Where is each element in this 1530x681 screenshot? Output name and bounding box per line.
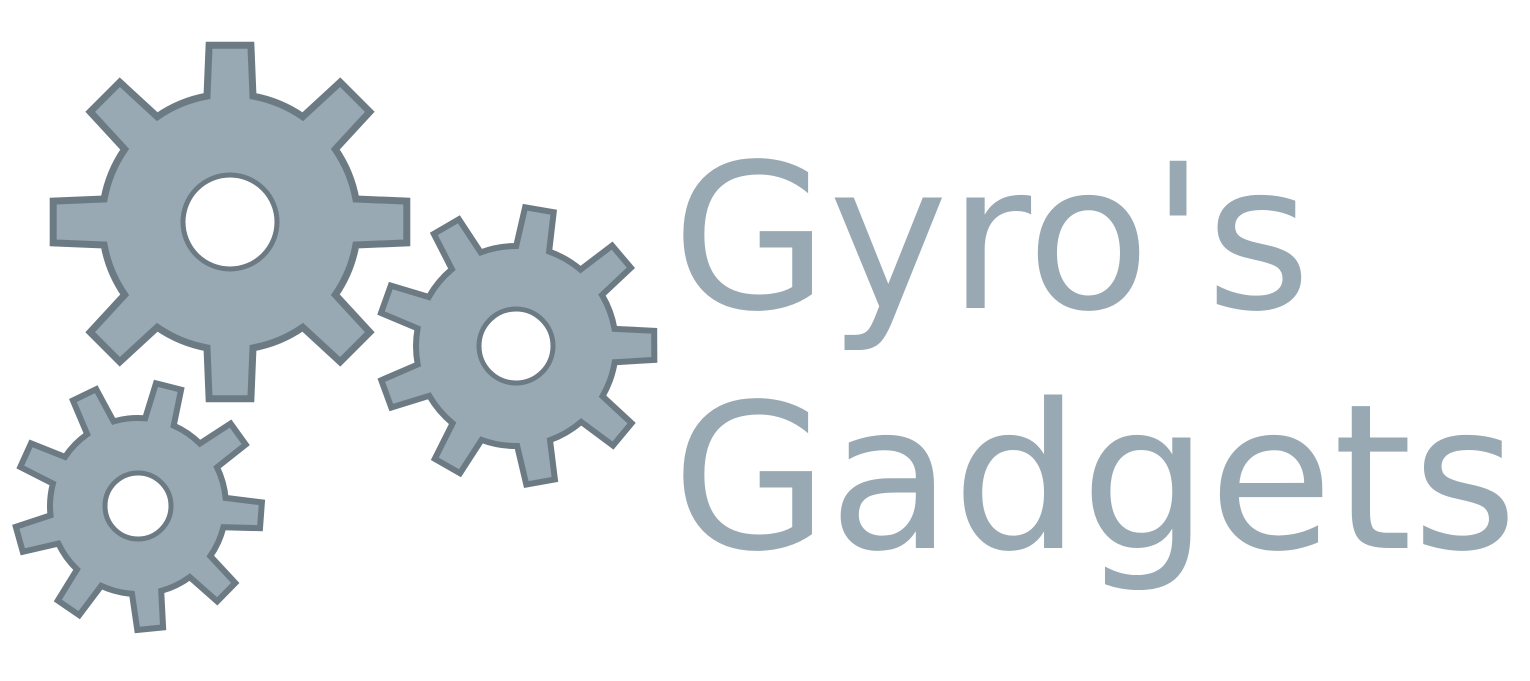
wordmark-line-2: Gadgets: [672, 360, 1518, 596]
wordmark-line-1: Gyro's: [672, 120, 1312, 356]
gear-small-icon: [12, 379, 266, 634]
gear-large-icon: [49, 41, 411, 403]
wordmark: Gyro's Gadgets: [672, 118, 1522, 618]
gear-large-hole: [180, 172, 280, 272]
gear-small-hole: [102, 470, 174, 542]
gear-medium-icon: [377, 203, 658, 489]
gear-medium-hole: [476, 306, 556, 386]
